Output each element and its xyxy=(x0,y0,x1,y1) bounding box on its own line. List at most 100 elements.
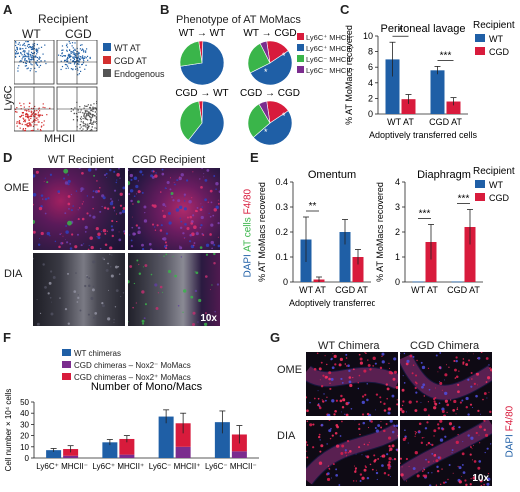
panel-b-title: Phenotype of AT MoMacs xyxy=(176,14,301,26)
legend-item: Ly6C⁺ MHCII⁺ xyxy=(297,43,354,54)
micrograph-d-cgd-ome xyxy=(128,168,220,250)
panel-label-d: D xyxy=(3,150,13,165)
legend-title: Recipient xyxy=(473,20,515,31)
y-tick-label: 10 xyxy=(363,31,373,41)
bar xyxy=(175,446,191,458)
legend-label: Ly6C⁻ MHCII⁻ xyxy=(306,66,355,75)
bar xyxy=(175,423,191,447)
legend-swatch xyxy=(103,43,111,51)
bar xyxy=(214,422,230,458)
x-tick-label: Ly6C⁻ MHCII⁺ xyxy=(149,462,201,471)
bar xyxy=(425,242,437,282)
panel-a-xlabel: MHCII xyxy=(44,133,76,145)
micrograph-d-wt-ome xyxy=(33,168,125,250)
chart-title: Number of Mono/Macs xyxy=(91,381,203,393)
legend-swatch xyxy=(297,55,304,62)
y-tick-label: 0 xyxy=(25,454,30,463)
pie-charts: WT → WT WT → CGD CGD → WT CGD → CGD * * * * xyxy=(175,28,300,146)
y-tick-label: 0 xyxy=(368,109,373,119)
legend-label: CGD chimeras – Nox2⁺ MoMacs xyxy=(74,373,191,382)
legend-swatch xyxy=(297,44,304,51)
panel-d-col-wt: WT Recipient xyxy=(48,154,114,166)
x-tick-label: CGD AT xyxy=(447,285,480,295)
x-tick-label: CGD AT xyxy=(429,117,462,127)
legend-swatch xyxy=(297,66,304,73)
flow-plots xyxy=(14,40,98,132)
legend-item: Ly6C⁺ MHCII⁻ xyxy=(297,32,354,43)
bar xyxy=(119,438,135,455)
y-tick-label: 2 xyxy=(395,227,400,237)
chart-title: Diaphragm xyxy=(417,169,471,181)
legend-label: WT chimeras xyxy=(74,349,121,358)
legend-swatch xyxy=(103,56,111,64)
panel-d-stain-legend: DAPI AT cells F4/80 xyxy=(243,178,254,278)
legend-label: Ly6C⁺ MHCII⁺ xyxy=(306,44,355,53)
y-tick-label: 6 xyxy=(368,62,373,72)
panel-label-f: F xyxy=(3,330,11,345)
legend-item: CGD chimeras – Nox2⁺ MoMacs xyxy=(62,372,191,384)
y-tick-label: 3 xyxy=(395,202,400,212)
legend-item-cgd-at: CGD AT xyxy=(103,55,165,68)
panel-d-row-ome: OME xyxy=(4,182,30,194)
significance-marker: ** xyxy=(309,201,317,212)
bar xyxy=(46,450,62,458)
stain-dapi: DAPI xyxy=(242,254,254,278)
micrograph-d-cgd-dia: 10x xyxy=(128,253,220,326)
legend-swatch xyxy=(62,361,71,368)
significance-star: * xyxy=(282,51,286,61)
bar xyxy=(231,451,247,458)
chart-omentum: 0 0.1 0.2 0.3 0.4 Omentum % AT MoMacs recovere… xyxy=(257,169,375,308)
bar xyxy=(352,257,364,282)
legend-swatch xyxy=(475,193,485,201)
y-axis-label: % AT MoMacs recovered xyxy=(344,25,354,125)
pie-slice xyxy=(259,40,271,64)
bar xyxy=(339,232,351,282)
significance-marker: *** xyxy=(419,209,431,220)
stain-f480: F4/80 xyxy=(504,405,516,432)
x-tick-label: Ly6C⁻ MHCII⁻ xyxy=(205,462,257,471)
pie-slice xyxy=(179,40,203,67)
stain-dapi: DAPI xyxy=(504,434,516,458)
x-tick-label: WT AT xyxy=(299,285,326,295)
legend-swatch xyxy=(297,33,304,40)
x-tick-label: CGD AT xyxy=(335,285,368,295)
legend-swatch xyxy=(475,34,485,42)
pie-slice xyxy=(252,110,293,146)
pie-slice xyxy=(249,50,293,86)
y-tick-label: 0.3 xyxy=(275,202,288,212)
legend-swatch xyxy=(475,180,485,188)
y-tick-label: 2 xyxy=(368,93,373,103)
chart-diaphragm: 0 1 2 3 4 Diaphragm % AT MoMacs recovered WT AT… xyxy=(375,166,515,295)
bar xyxy=(119,454,135,458)
pie-slice xyxy=(247,103,271,138)
legend-label: WT xyxy=(489,34,503,44)
pie-slice xyxy=(247,42,271,74)
chart-title: Omentum xyxy=(308,169,356,181)
legend-swatch xyxy=(475,47,485,55)
significance-star: * xyxy=(264,127,268,137)
x-tick-label: Ly6C⁺ MHCII⁺ xyxy=(93,462,145,471)
panel-d-col-cgd: CGD Recipient xyxy=(132,154,206,166)
legend-label: CGD chimeras – Nox2⁻ MoMacs xyxy=(74,361,191,370)
legend-item: Ly6C⁻ MHCII⁻ xyxy=(297,65,354,76)
panel-a-legend: WT AT CGD AT Endogenous xyxy=(103,42,165,81)
panel-g-col-cgd: CGD Chimera xyxy=(410,340,480,352)
legend-label: WT AT xyxy=(114,43,141,53)
chart-mono-macs: Number of Mono/Macs 0 10 20 30 40 50 Cell numbe… xyxy=(4,381,259,471)
legend-label: Ly6C⁺ MHCII⁻ xyxy=(306,33,355,42)
y-tick-label: 20 xyxy=(20,432,29,441)
panel-d-row-dia: DIA xyxy=(4,268,23,280)
legend-item-endogenous: Endogenous xyxy=(103,68,165,81)
bar xyxy=(446,101,461,114)
pie-title-cgd-cgd: CGD → CGD xyxy=(240,88,300,99)
x-axis-label: Adoptively transferred cells xyxy=(369,130,478,140)
y-tick-label: 40 xyxy=(20,409,29,418)
legend-label: CGD AT xyxy=(114,56,147,66)
pie-title-cgd-wt: CGD → WT xyxy=(175,88,228,99)
legend-swatch xyxy=(62,349,71,356)
x-tick-label: Ly6C⁺ MHCII⁻ xyxy=(36,462,88,471)
panel-g-col-wt: WT Chimera xyxy=(318,340,380,352)
legend-swatch xyxy=(103,69,111,77)
bar xyxy=(158,416,174,458)
panel-a-col-wt: WT xyxy=(22,27,41,41)
